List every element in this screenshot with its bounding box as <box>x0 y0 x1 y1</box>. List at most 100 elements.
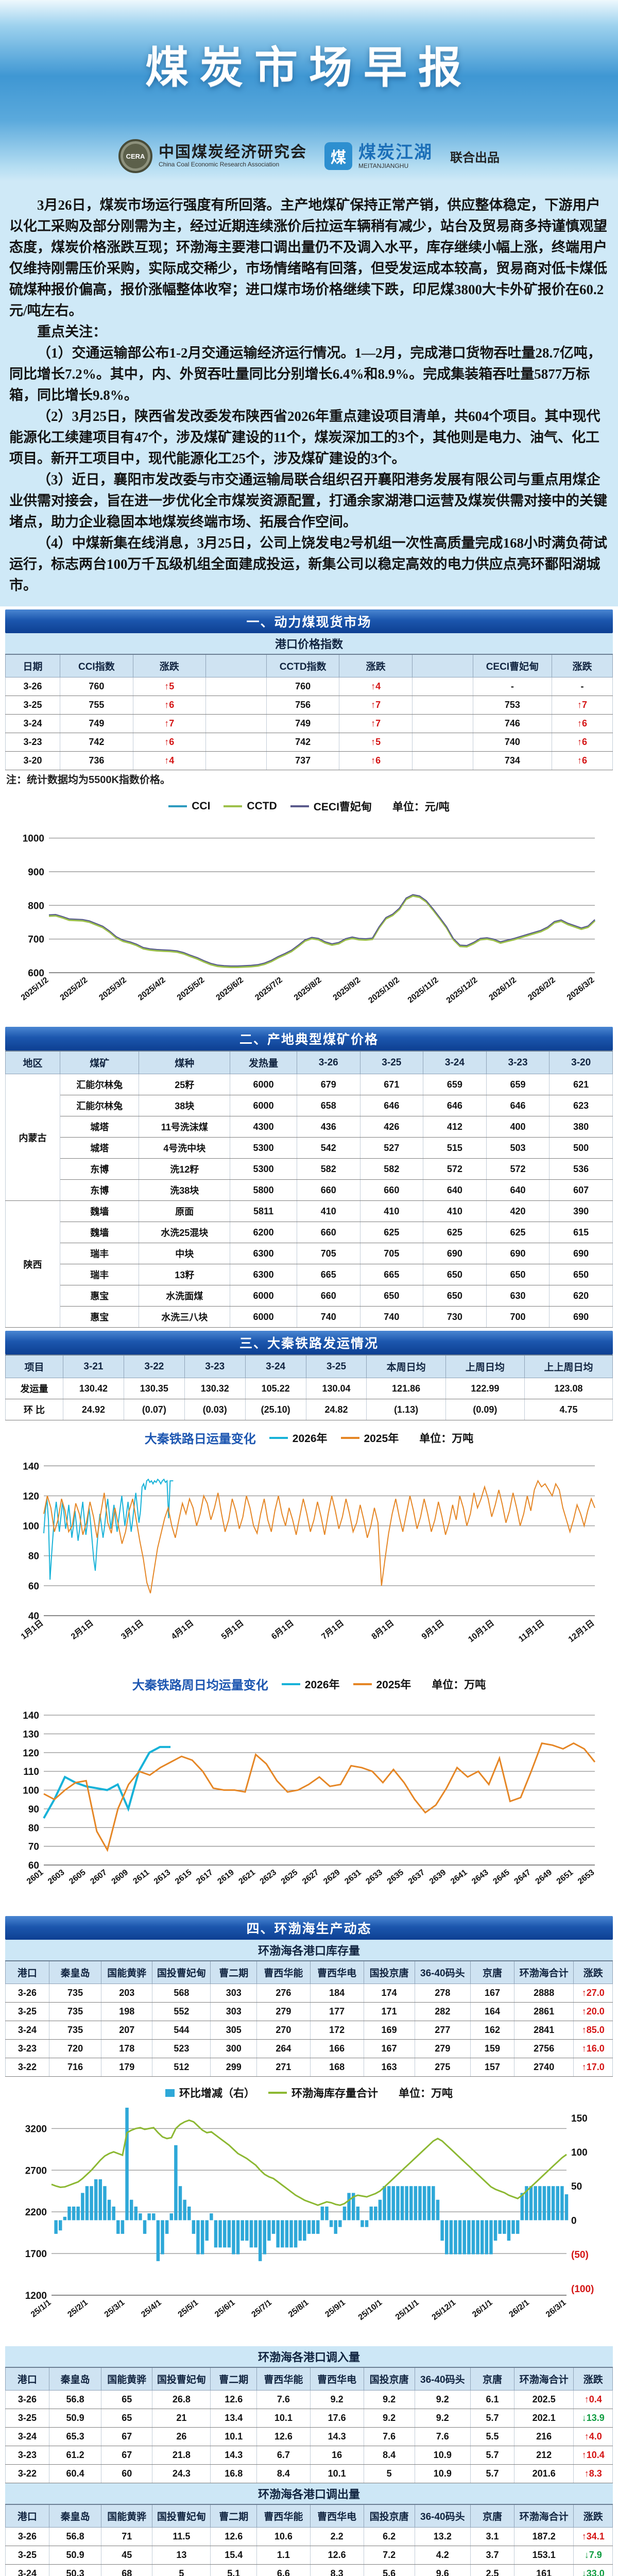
table-cell: 2861 <box>514 2002 574 2021</box>
table-cell: 5 <box>364 2464 415 2483</box>
svg-text:600: 600 <box>28 968 44 979</box>
svg-text:8月1日: 8月1日 <box>370 1618 396 1641</box>
table-cell: ↑16.0 <box>573 2039 613 2058</box>
svg-text:(100): (100) <box>571 2284 594 2295</box>
column-header: 3-24 <box>245 1354 306 1378</box>
table-cell: 650 <box>360 1285 424 1307</box>
table-cell: 503 <box>486 1137 550 1159</box>
table-cell: 665 <box>297 1264 360 1285</box>
table-cell: 749 <box>60 714 133 733</box>
column-header: 国能黄骅 <box>101 2367 153 2391</box>
table-cell: 5811 <box>230 1200 297 1222</box>
svg-text:900: 900 <box>28 867 44 878</box>
table-cell: 14.3 <box>210 2446 258 2465</box>
legend-item: CCI <box>168 800 210 812</box>
table-row: 汇能尔林兔 38块 6000 658 646 646 646 623 <box>6 1095 613 1116</box>
table-cell: 4.2 <box>415 2546 471 2565</box>
column-header: 港口 <box>5 2504 49 2528</box>
table-cell: 198 <box>101 2002 153 2021</box>
chart-unit-label: 单位：万吨 <box>432 1679 486 1691</box>
meitanjianghu-logo-icon: 煤 <box>324 142 352 170</box>
table-cell: 659 <box>486 1074 550 1095</box>
column-header: 煤种 <box>139 1050 231 1074</box>
table-cell: 6.6 <box>256 2564 311 2576</box>
table-cell: 6000 <box>230 1074 297 1095</box>
svg-text:2026/1/2: 2026/1/2 <box>487 976 518 1003</box>
column-header: 曹西华能 <box>256 2504 311 2528</box>
table-row: 瑞丰 中块 6300 705 705 690 690 690 <box>6 1243 613 1264</box>
table-cell: 130.42 <box>63 1378 124 1399</box>
table-cell: 527 <box>360 1137 424 1159</box>
table-cell: 惠宝 <box>60 1285 140 1307</box>
table-cell: 164 <box>470 2002 514 2021</box>
column-header: 涨跌 <box>132 654 207 677</box>
section-2-banner: 二、产地典型煤矿价格 <box>5 1027 613 1050</box>
table-cell: 水洗25混块 <box>139 1222 231 1243</box>
table-cell: 3-23 <box>5 2039 49 2058</box>
table-cell: ↑8.3 <box>573 2464 613 2483</box>
table-cell: 8.4 <box>256 2464 311 2483</box>
table-cell <box>412 714 473 733</box>
svg-text:10月1日: 10月1日 <box>467 1618 496 1644</box>
svg-text:25/5/1: 25/5/1 <box>177 2298 200 2319</box>
table-cell: 410 <box>360 1200 424 1222</box>
table-cell: 5300 <box>230 1137 297 1159</box>
data-table: 港口 秦皇岛 国能黄骅 国投曹妃甸 曹二期 曹西华能 曹西华电 国投京唐 36-40码头 京唐 环渤… <box>5 2367 613 2483</box>
table-cell: 61.2 <box>49 2446 102 2465</box>
column-header: 环渤海合计 <box>513 2367 574 2391</box>
table-cell: 512 <box>152 2058 211 2077</box>
table-cell: ↓33.0 <box>573 2564 613 2576</box>
legend-item: CCTD <box>224 800 277 812</box>
table-cell: 650 <box>423 1264 487 1285</box>
table-cell: 10.1 <box>256 2409 311 2428</box>
table-cell: 瑞丰 <box>60 1264 140 1285</box>
report-title: 煤炭市场早报 <box>145 43 473 92</box>
table-cell: 60 <box>101 2464 153 2483</box>
table-cell: 9.2 <box>364 2409 415 2428</box>
svg-text:3月1日: 3月1日 <box>119 1618 145 1641</box>
section-1-banner: 一、动力煤现货市场 <box>5 609 613 633</box>
table-cell: 753 <box>473 696 553 715</box>
svg-text:9月1日: 9月1日 <box>420 1618 445 1641</box>
svg-text:2025/5/2: 2025/5/2 <box>176 976 207 1003</box>
svg-text:25/4/1: 25/4/1 <box>140 2298 163 2319</box>
column-header: 环渤海合计 <box>513 1960 574 1984</box>
table-cell: 21.8 <box>152 2446 211 2465</box>
table-cell: 50.3 <box>49 2564 102 2576</box>
table-cell: 659 <box>423 1074 487 1095</box>
table-cell: 640 <box>423 1179 487 1201</box>
table-cell: ↑6 <box>133 733 207 752</box>
column-header <box>205 654 267 677</box>
table-cell: 400 <box>486 1116 550 1138</box>
table-cell: 130.35 <box>124 1378 185 1399</box>
table-cell: 166 <box>310 2039 364 2058</box>
table-cell: ↑6 <box>133 696 207 715</box>
table-cell: 3-24 <box>5 2564 49 2576</box>
table-cell: 60.4 <box>49 2464 102 2483</box>
table-cell: 646 <box>423 1095 487 1116</box>
table-row: 3-22 716 179 512 299 271 168 163 275 157 2740 ↑17.0 <box>5 2058 613 2077</box>
table-cell: 690 <box>423 1243 487 1264</box>
daqin-table: 项目 3-21 3-22 3-23 3-24 3-25 本周日均 上周日均 上上周日均 发运量 13… <box>5 1354 613 1420</box>
table-cell: 3-26 <box>5 2390 49 2409</box>
svg-text:25/11/1: 25/11/1 <box>394 2298 421 2322</box>
table-cell: 8.4 <box>364 2446 415 2465</box>
table-cell: 625 <box>423 1222 487 1243</box>
table-cell: 10.9 <box>415 2446 471 2465</box>
table-cell: ↑4.0 <box>573 2427 613 2446</box>
table-cell: 303 <box>210 1984 258 2003</box>
table-cell: 3-23 <box>5 733 61 752</box>
table-cell: 121.86 <box>366 1378 446 1399</box>
table-cell: 705 <box>360 1243 424 1264</box>
table-row: 3-20 736 ↑4 737 ↑6 734 ↑6 <box>5 751 613 770</box>
table-cell <box>205 733 267 752</box>
table-cell: 3-24 <box>5 2021 49 2040</box>
table-cell: 6.1 <box>470 2390 514 2409</box>
table-cell: 3-25 <box>5 696 61 715</box>
table-cell: 187.2 <box>514 2527 574 2546</box>
table-cell: 2.5 <box>470 2564 514 2576</box>
table-cell: 3-24 <box>5 2427 49 2446</box>
svg-text:2637: 2637 <box>407 1868 427 1886</box>
legend-item: 2026年 <box>269 1430 328 1446</box>
table-cell: 65 <box>101 2409 153 2428</box>
